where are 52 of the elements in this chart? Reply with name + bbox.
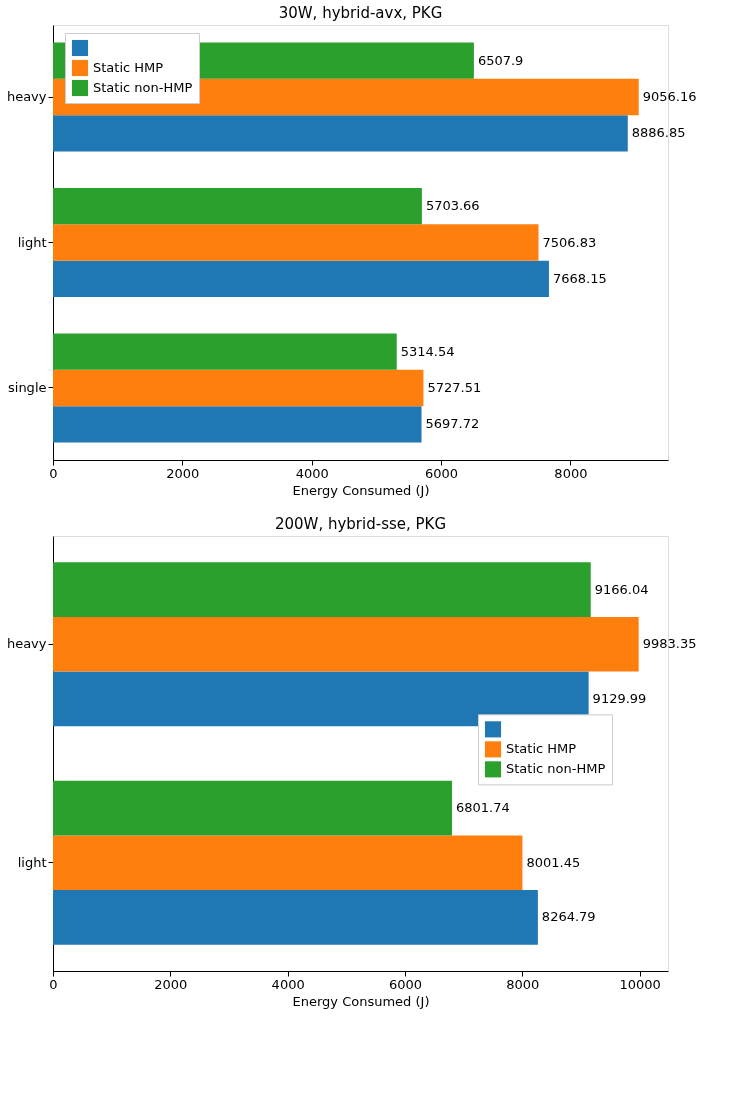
bar	[53, 780, 453, 836]
x-tick-label: 4000	[295, 465, 329, 481]
data-label: 5703.66	[425, 198, 480, 214]
bar	[53, 260, 549, 298]
y-tick-label: light	[17, 234, 47, 250]
bar	[53, 333, 397, 370]
bar	[53, 616, 639, 672]
bar	[53, 562, 591, 617]
y-tick-label: light	[17, 854, 47, 870]
bar	[53, 671, 589, 727]
bar	[53, 369, 424, 407]
bar	[53, 187, 422, 225]
x-tick-label: 10000	[619, 976, 661, 992]
data-label: 6801.74	[456, 800, 510, 816]
legend-label: Static HMP	[506, 741, 577, 757]
x-tick-label: 8000	[506, 976, 540, 992]
legend-label: Static HMP	[93, 60, 164, 75]
bar	[53, 890, 538, 945]
x-tick-label: 6000	[388, 976, 423, 992]
data-label: 9166.04	[594, 581, 649, 597]
data-label: 9983.35	[642, 636, 697, 652]
data-label: 8264.79	[541, 909, 596, 925]
x-tick-label: 4000	[271, 976, 305, 992]
data-label: 6507.9	[477, 52, 524, 68]
bar	[53, 835, 523, 891]
y-tick-label: heavy	[6, 636, 47, 652]
data-label: 5727.51	[427, 379, 482, 395]
y-tick-label: single	[8, 379, 47, 395]
x-tick-label: 2000	[154, 976, 188, 992]
bar	[53, 115, 628, 152]
x-axis-title: Energy Consumed (J)	[292, 482, 430, 498]
data-label: 7506.83	[542, 234, 597, 250]
data-label: 9129.99	[592, 690, 647, 706]
x-axis-title: Energy Consumed (J)	[292, 993, 430, 1009]
bar	[53, 224, 539, 261]
data-label: 7668.15	[552, 270, 607, 286]
data-label: 8001.45	[526, 854, 581, 870]
data-label: 5697.72	[425, 416, 480, 432]
data-label: 9056.16	[642, 89, 697, 105]
x-tick-label: 8000	[554, 465, 588, 481]
legend-label: Static non-HMP	[93, 80, 193, 95]
x-tick-label: 2000	[166, 465, 200, 481]
x-tick-label: 6000	[425, 465, 459, 481]
x-tick-label: 0	[49, 976, 58, 992]
y-tick-label: heavy	[6, 89, 47, 105]
x-tick-label: 0	[49, 465, 58, 481]
chart-title: 200W, hybrid-sse, PKG	[274, 515, 447, 533]
legend-label: Static non-HMP	[506, 761, 606, 777]
data-label: 5314.54	[400, 343, 455, 359]
bar	[53, 406, 422, 443]
chart-title: 30W, hybrid-avx, PKG	[278, 4, 443, 22]
data-label: 8886.85	[631, 125, 686, 141]
